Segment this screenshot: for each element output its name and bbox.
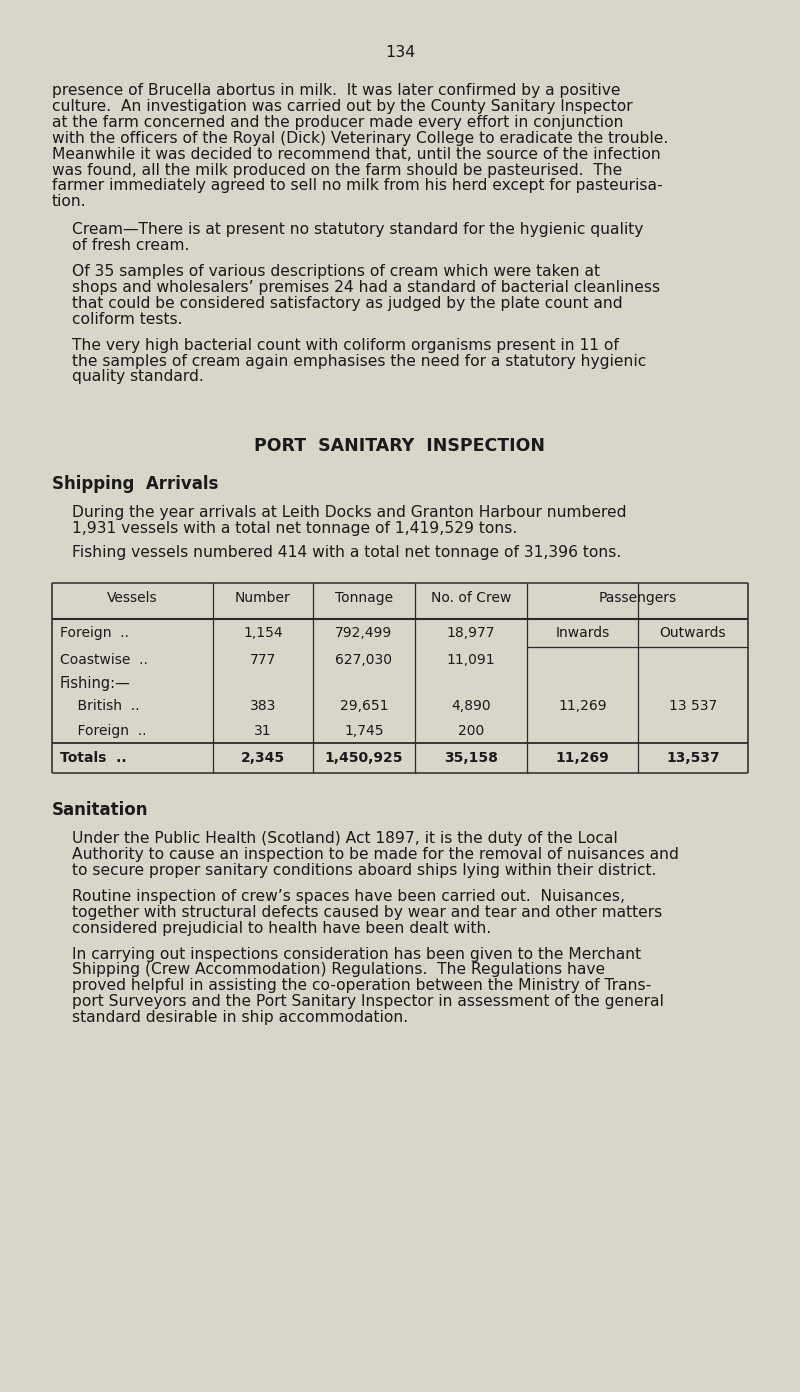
Text: 35,158: 35,158 — [444, 752, 498, 766]
Text: Meanwhile it was decided to recommend that, until the source of the infection: Meanwhile it was decided to recommend th… — [52, 146, 661, 161]
Text: 13 537: 13 537 — [669, 699, 717, 713]
Text: Fishing:—: Fishing:— — [60, 675, 131, 690]
Text: proved helpful in assisting the co-operation between the Ministry of Trans-: proved helpful in assisting the co-opera… — [72, 979, 651, 994]
Text: Shipping (Crew Accommodation) Regulations.  The Regulations have: Shipping (Crew Accommodation) Regulation… — [72, 962, 605, 977]
Text: Coastwise  ..: Coastwise .. — [60, 653, 148, 667]
Text: farmer immediately agreed to sell no milk from his herd except for pasteurisa-: farmer immediately agreed to sell no mil… — [52, 178, 662, 193]
Text: Of 35 samples of various descriptions of cream which were taken at: Of 35 samples of various descriptions of… — [72, 264, 600, 278]
Text: Sanitation: Sanitation — [52, 800, 149, 818]
Text: culture.  An investigation was carried out by the County Sanitary Inspector: culture. An investigation was carried ou… — [52, 99, 633, 114]
Text: to secure proper sanitary conditions aboard ships lying within their district.: to secure proper sanitary conditions abo… — [72, 863, 656, 878]
Text: 1,154: 1,154 — [243, 626, 283, 640]
Text: 777: 777 — [250, 653, 276, 667]
Text: Totals  ..: Totals .. — [60, 752, 126, 766]
Text: 11,269: 11,269 — [558, 699, 607, 713]
Text: considered prejudicial to health have been dealt with.: considered prejudicial to health have be… — [72, 920, 491, 935]
Text: at the farm concerned and the producer made every effort in conjunction: at the farm concerned and the producer m… — [52, 114, 623, 129]
Text: PORT  SANITARY  INSPECTION: PORT SANITARY INSPECTION — [254, 437, 546, 455]
Text: Shipping  Arrivals: Shipping Arrivals — [52, 475, 218, 493]
Text: 11,091: 11,091 — [446, 653, 495, 667]
Text: Routine inspection of crew’s spaces have been carried out.  Nuisances,: Routine inspection of crew’s spaces have… — [72, 888, 625, 903]
Text: Vessels: Vessels — [107, 592, 158, 606]
Text: 11,269: 11,269 — [556, 752, 610, 766]
Text: 1,450,925: 1,450,925 — [325, 752, 403, 766]
Text: Outwards: Outwards — [660, 626, 726, 640]
Text: 13,537: 13,537 — [666, 752, 720, 766]
Text: Under the Public Health (Scotland) Act 1897, it is the duty of the Local: Under the Public Health (Scotland) Act 1… — [72, 831, 618, 846]
Text: The very high bacterial count with coliform organisms present in 11 of: The very high bacterial count with colif… — [72, 338, 619, 352]
Text: Tonnage: Tonnage — [335, 592, 393, 606]
Text: together with structural defects caused by wear and tear and other matters: together with structural defects caused … — [72, 905, 662, 920]
Text: 1,931 vessels with a total net tonnage of 1,419,529 tons.: 1,931 vessels with a total net tonnage o… — [72, 521, 518, 536]
Text: standard desirable in ship accommodation.: standard desirable in ship accommodation… — [72, 1011, 408, 1025]
Text: In carrying out inspections consideration has been given to the Merchant: In carrying out inspections consideratio… — [72, 947, 641, 962]
Text: was found, all the milk produced on the farm should be pasteurised.  The: was found, all the milk produced on the … — [52, 163, 622, 178]
Text: Authority to cause an inspection to be made for the removal of nuisances and: Authority to cause an inspection to be m… — [72, 846, 679, 862]
Text: 200: 200 — [458, 724, 484, 738]
Text: of fresh cream.: of fresh cream. — [72, 238, 190, 253]
Text: 1,745: 1,745 — [344, 724, 384, 738]
Text: 383: 383 — [250, 699, 276, 713]
Text: British  ..: British .. — [60, 699, 139, 713]
Text: with the officers of the Royal (Dick) Veterinary College to eradicate the troubl: with the officers of the Royal (Dick) Ve… — [52, 131, 668, 146]
Text: the samples of cream again emphasises the need for a statutory hygienic: the samples of cream again emphasises th… — [72, 354, 646, 369]
Text: port Surveyors and the Port Sanitary Inspector in assessment of the general: port Surveyors and the Port Sanitary Ins… — [72, 994, 664, 1009]
Text: 134: 134 — [385, 45, 415, 60]
Text: Passengers: Passengers — [598, 592, 677, 606]
Text: No. of Crew: No. of Crew — [431, 592, 511, 606]
Text: 4,890: 4,890 — [451, 699, 491, 713]
Text: Inwards: Inwards — [555, 626, 610, 640]
Text: coliform tests.: coliform tests. — [72, 312, 182, 327]
Text: 792,499: 792,499 — [335, 626, 393, 640]
Text: 29,651: 29,651 — [340, 699, 388, 713]
Text: shops and wholesalers’ premises 24 had a standard of bacterial cleanliness: shops and wholesalers’ premises 24 had a… — [72, 280, 660, 295]
Text: Fishing vessels numbered 414 with a total net tonnage of 31,396 tons.: Fishing vessels numbered 414 with a tota… — [72, 546, 622, 560]
Text: 31: 31 — [254, 724, 272, 738]
Text: Cream—There is at present no statutory standard for the hygienic quality: Cream—There is at present no statutory s… — [72, 223, 643, 237]
Text: 18,977: 18,977 — [446, 626, 495, 640]
Text: Foreign  ..: Foreign .. — [60, 626, 129, 640]
Text: quality standard.: quality standard. — [72, 369, 204, 384]
Text: Number: Number — [235, 592, 291, 606]
Text: 2,345: 2,345 — [241, 752, 285, 766]
Text: that could be considered satisfactory as judged by the plate count and: that could be considered satisfactory as… — [72, 296, 622, 310]
Text: Foreign  ..: Foreign .. — [60, 724, 146, 738]
Text: tion.: tion. — [52, 195, 86, 209]
Text: 627,030: 627,030 — [335, 653, 393, 667]
Text: presence of Brucella abortus in milk.  It was later confirmed by a positive: presence of Brucella abortus in milk. It… — [52, 84, 621, 97]
Text: During the year arrivals at Leith Docks and Granton Harbour numbered: During the year arrivals at Leith Docks … — [72, 505, 626, 521]
